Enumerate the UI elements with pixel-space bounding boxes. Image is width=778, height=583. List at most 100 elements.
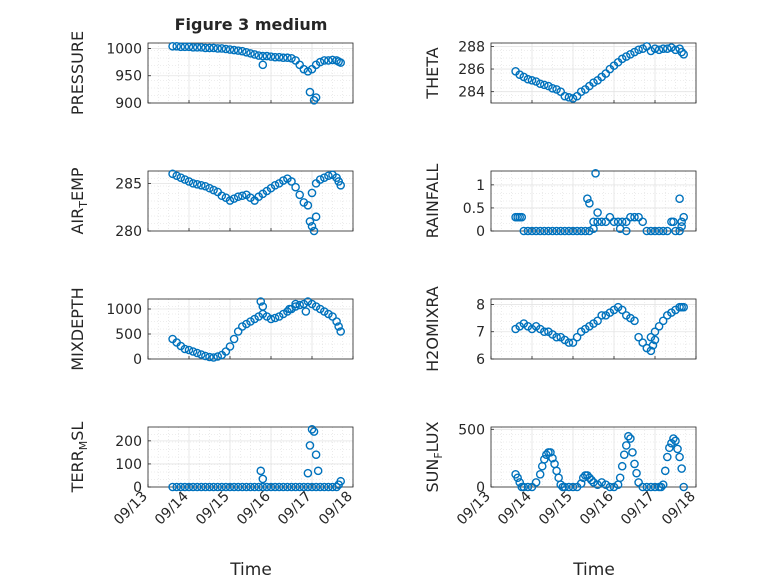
data-point (515, 70, 525, 79)
data-point (217, 191, 227, 201)
data-point (677, 47, 686, 57)
data-point (642, 226, 652, 236)
y-tick-label: 0.5 (463, 201, 485, 217)
data-point (531, 226, 541, 236)
data-point (319, 173, 329, 182)
data-point (332, 482, 341, 492)
data-point (554, 473, 563, 483)
data-point (205, 352, 214, 362)
data-point (180, 344, 190, 354)
y-tick-label: 500 (458, 422, 485, 438)
data-point (180, 175, 190, 184)
data-point (638, 482, 648, 492)
data-point (221, 347, 231, 356)
subplot-4: 0 0.5 1 RAINFALL (423, 164, 697, 240)
x-axis-label-right: Time (572, 560, 615, 580)
x-tick-label: 09/17 (275, 489, 315, 529)
x-tick-label: 09/14 (495, 488, 535, 528)
axes-box (147, 170, 354, 232)
data-point (237, 46, 247, 56)
data-point (658, 316, 668, 326)
data-point (587, 475, 596, 485)
figure-title: Figure 3 medium (175, 15, 328, 34)
data-point (309, 95, 319, 105)
y-axis-label: THETA (423, 47, 442, 99)
data-point (213, 352, 222, 361)
data-point (675, 452, 684, 462)
data-point (233, 482, 243, 492)
y-axis-label: PRESSURE (68, 31, 87, 115)
data-point (180, 42, 190, 52)
data-point (270, 482, 280, 492)
x-tick-label: 09/15 (193, 489, 233, 529)
data-point (675, 226, 684, 236)
data-point (564, 226, 574, 236)
data-point (201, 43, 210, 53)
data-point (552, 466, 561, 476)
data-point (552, 85, 561, 94)
data-point (295, 482, 305, 492)
data-point (254, 482, 264, 492)
data-point (324, 171, 333, 181)
data-point (679, 482, 689, 492)
subplot-8: 0 500 09/13 09/14 09/15 09/16 09/17 09/18 SUNFLU… (423, 421, 699, 528)
data-point (295, 300, 305, 310)
data-point (675, 194, 684, 203)
data-point (201, 181, 210, 191)
y-tick-label: 100 (115, 457, 142, 473)
data-point (303, 67, 313, 76)
data-point (560, 482, 570, 492)
data-point (303, 482, 313, 492)
data-point (527, 226, 537, 236)
data-point (617, 305, 627, 315)
data-point (172, 171, 181, 181)
data-point (258, 474, 268, 484)
data-point (180, 482, 190, 492)
data-point (172, 41, 181, 51)
data-point (650, 327, 660, 337)
axes-box (490, 426, 697, 488)
data-point (679, 212, 689, 222)
data-point (258, 482, 268, 492)
data-point (560, 91, 570, 101)
data-point (307, 221, 317, 231)
y-axis-label: MIXDEPTH (68, 287, 87, 370)
data-point (242, 482, 251, 492)
data-point (258, 302, 268, 311)
data-point (576, 479, 586, 488)
data-point (673, 444, 682, 454)
data-point (523, 482, 533, 492)
data-point (548, 83, 557, 93)
data-point (552, 226, 561, 236)
data-point (225, 196, 235, 205)
data-point (519, 482, 529, 492)
data-point (517, 212, 527, 222)
data-point (172, 482, 181, 492)
data-point (196, 43, 206, 52)
data-point (564, 93, 574, 102)
y-tick-label: 900 (115, 96, 142, 112)
data-point (650, 44, 660, 53)
data-point (311, 450, 321, 459)
data-point (205, 482, 214, 492)
data-point (650, 335, 660, 345)
data-point (658, 44, 668, 53)
data-point (646, 482, 656, 492)
data-point (665, 443, 674, 453)
data-point (256, 466, 266, 476)
data-point (626, 50, 635, 59)
data-point (564, 338, 574, 347)
y-axis-label: RAINFALL (423, 164, 442, 239)
data-point (305, 441, 315, 450)
data-point (225, 45, 235, 54)
data-point (266, 314, 276, 324)
data-point (201, 482, 210, 492)
data-point (556, 226, 566, 236)
data-point (663, 226, 672, 236)
data-point (677, 217, 686, 227)
data-point (634, 332, 643, 342)
data-point (313, 466, 323, 476)
data-point (605, 482, 615, 492)
data-point (548, 453, 557, 463)
data-point (266, 482, 276, 492)
